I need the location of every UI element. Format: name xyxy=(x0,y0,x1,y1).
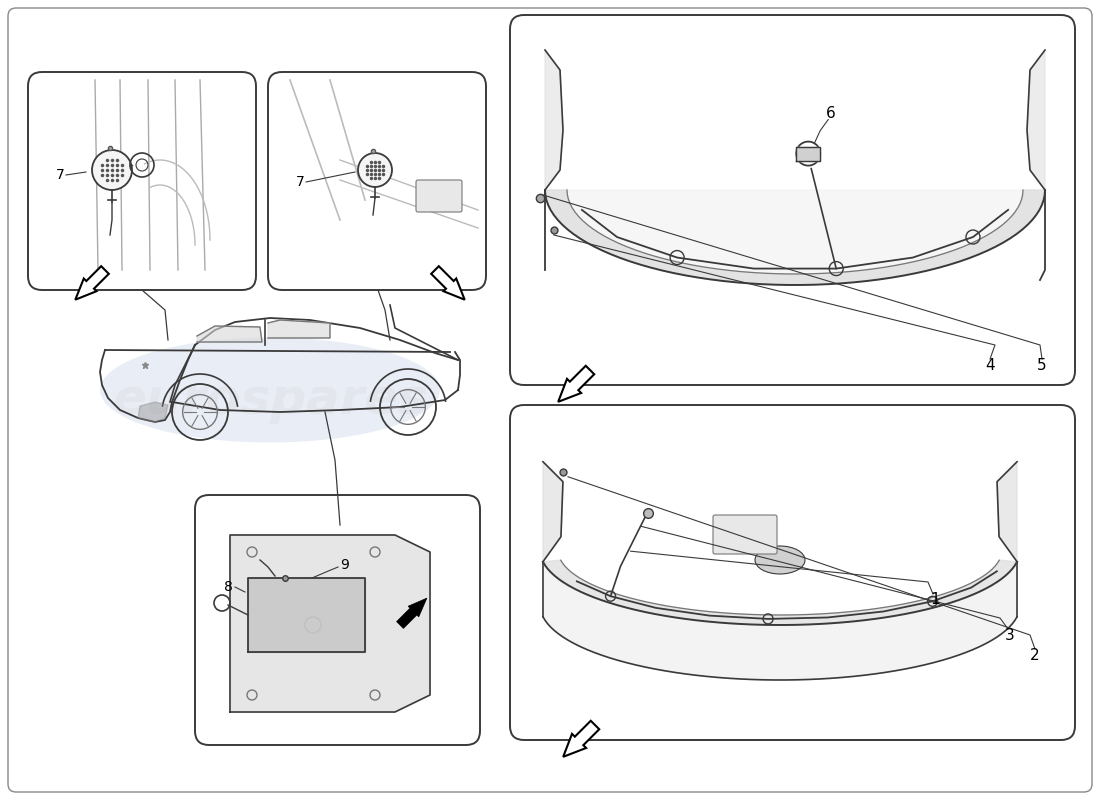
Text: 1: 1 xyxy=(931,593,939,607)
FancyBboxPatch shape xyxy=(28,72,256,290)
Polygon shape xyxy=(558,366,594,402)
Text: eurospares: eurospares xyxy=(681,533,910,567)
FancyBboxPatch shape xyxy=(510,405,1075,740)
Circle shape xyxy=(92,150,132,190)
Polygon shape xyxy=(543,562,1018,680)
Text: 8: 8 xyxy=(224,580,233,594)
Text: 7: 7 xyxy=(56,168,65,182)
Polygon shape xyxy=(543,560,1018,625)
Polygon shape xyxy=(397,598,427,628)
Polygon shape xyxy=(197,326,262,342)
Polygon shape xyxy=(544,190,1045,285)
Text: 3: 3 xyxy=(1005,627,1015,642)
Polygon shape xyxy=(268,320,330,338)
Text: eurospares: eurospares xyxy=(112,376,428,424)
Polygon shape xyxy=(248,578,365,652)
Polygon shape xyxy=(543,462,563,562)
Polygon shape xyxy=(544,50,563,190)
Text: 7: 7 xyxy=(296,175,305,189)
FancyBboxPatch shape xyxy=(713,515,777,554)
Ellipse shape xyxy=(100,338,440,442)
Polygon shape xyxy=(997,462,1018,562)
Text: 2: 2 xyxy=(1031,647,1040,662)
Text: 5: 5 xyxy=(1037,358,1047,373)
Polygon shape xyxy=(544,190,1045,285)
Polygon shape xyxy=(796,146,821,161)
Text: eurospares: eurospares xyxy=(681,173,910,207)
Polygon shape xyxy=(563,721,600,757)
Polygon shape xyxy=(75,266,109,300)
Polygon shape xyxy=(230,535,430,712)
Text: 6: 6 xyxy=(826,106,836,121)
Polygon shape xyxy=(138,402,168,422)
Circle shape xyxy=(358,153,392,187)
Ellipse shape xyxy=(755,546,805,574)
Polygon shape xyxy=(1027,50,1045,190)
FancyBboxPatch shape xyxy=(416,180,462,212)
FancyBboxPatch shape xyxy=(510,15,1075,385)
Polygon shape xyxy=(431,266,464,300)
Text: 9: 9 xyxy=(340,558,349,572)
Text: 4: 4 xyxy=(986,358,994,373)
FancyBboxPatch shape xyxy=(195,495,480,745)
FancyBboxPatch shape xyxy=(268,72,486,290)
